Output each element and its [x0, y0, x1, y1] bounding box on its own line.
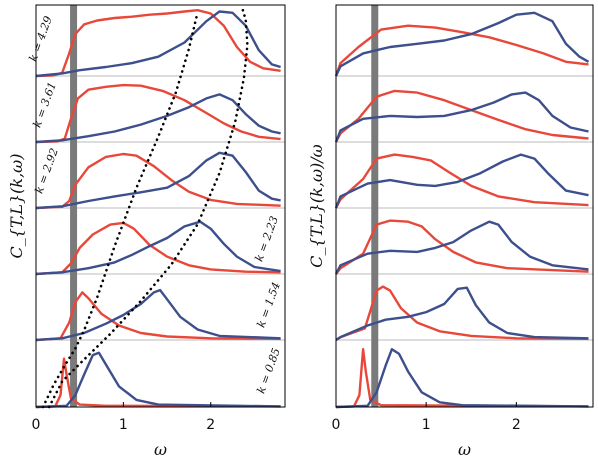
marker-band — [371, 5, 379, 407]
x-axis-label: ω — [154, 440, 167, 459]
x-axis-label: ω — [458, 440, 471, 459]
longitudinal-series-line — [35, 220, 281, 276]
longitudinal-series-line — [334, 11, 590, 77]
longitudinal-series-line — [35, 351, 281, 409]
longitudinal-series-line — [334, 153, 589, 209]
longitudinal-series-line — [35, 151, 281, 210]
transverse-series-line — [35, 357, 281, 409]
transverse-series-line — [35, 152, 281, 210]
x-tick-label: 0 — [332, 417, 341, 433]
x-tick-label: 2 — [512, 417, 521, 433]
k-label: k = 2.92 — [33, 146, 61, 195]
right-panel: 0 1 2 ω C_{T,L}(k,ω)/ω — [307, 4, 594, 459]
dispersion-curve-outer — [47, 3, 249, 409]
transverse-series-line — [334, 24, 589, 77]
longitudinal-series-line — [35, 93, 281, 144]
left-panel: k = 4.29 k = 3.61 k = 2.92 k = 2.23 k = 1.54… — [7, 3, 286, 459]
x-tick-label: 2 — [206, 417, 215, 433]
transverse-series-line — [35, 291, 281, 342]
x-tick-label: 1 — [422, 417, 431, 433]
transverse-series-line — [35, 8, 281, 78]
k-label: k = 1.54 — [255, 280, 283, 329]
k-label: k = 2.23 — [253, 214, 281, 263]
transverse-series-line — [35, 83, 281, 144]
transverse-series-line — [35, 221, 281, 276]
longitudinal-series-line — [335, 348, 589, 409]
transverse-series-line — [334, 153, 589, 209]
axes-frame — [335, 4, 594, 408]
k-label: k = 0.85 — [255, 346, 283, 395]
transverse-series-line — [335, 348, 589, 409]
k-label: k = 4.29 — [27, 14, 55, 63]
longitudinal-series-line — [335, 286, 589, 342]
y-axis-label: C_{T,L}(k,ω) — [7, 154, 26, 259]
longitudinal-series-line — [35, 288, 281, 342]
x-tick-label: 1 — [119, 417, 128, 433]
axes-frame — [35, 4, 286, 408]
transverse-series-line — [335, 285, 589, 342]
longitudinal-series-line — [35, 10, 281, 78]
k-label: k = 3.61 — [31, 80, 59, 129]
y-axis-label: C_{T,L}(k,ω)/ω — [307, 144, 326, 267]
longitudinal-series-line — [334, 91, 589, 143]
x-tick-label: 0 — [32, 417, 41, 433]
transverse-series-line — [334, 89, 589, 143]
marker-band — [70, 5, 78, 407]
longitudinal-series-line — [334, 220, 589, 275]
